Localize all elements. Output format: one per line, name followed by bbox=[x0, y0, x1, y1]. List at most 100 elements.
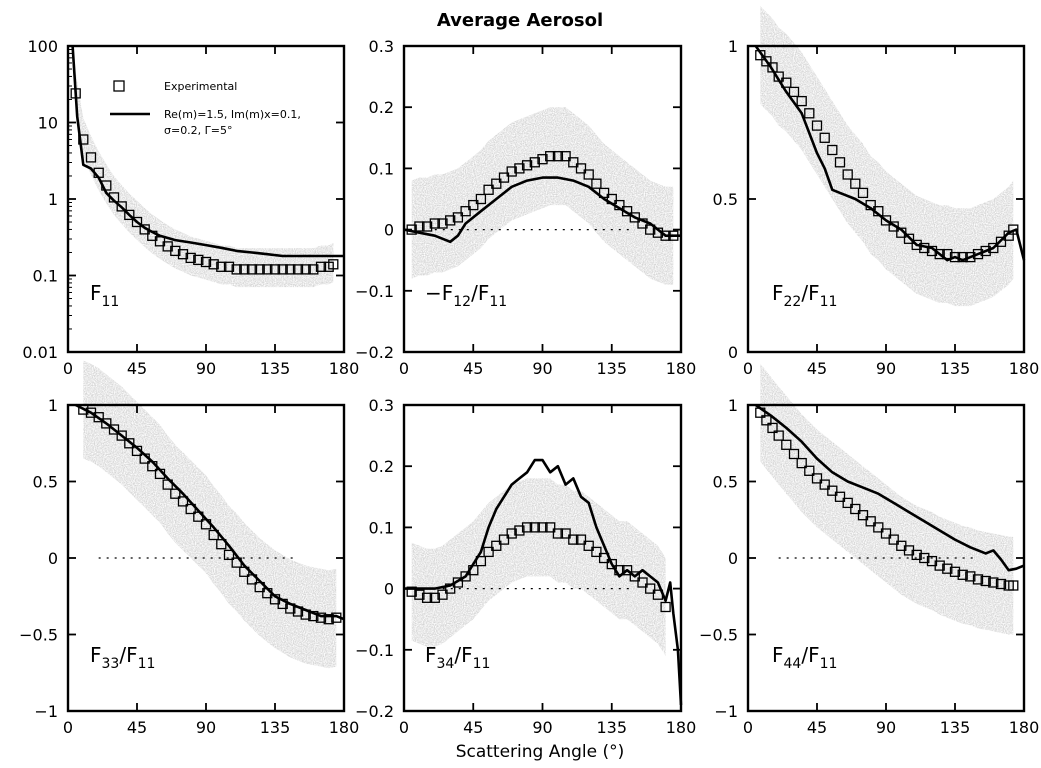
y-tick-label: 0 bbox=[728, 549, 738, 568]
data-point-experimental bbox=[842, 497, 853, 509]
legend-label-model-line2: σ=0.2, Γ=5° bbox=[164, 124, 233, 137]
data-point-experimental bbox=[880, 215, 892, 226]
y-tick-label: 0 bbox=[384, 221, 394, 240]
x-tick-label: 180 bbox=[666, 359, 697, 378]
data-point-experimental bbox=[246, 574, 258, 585]
x-axis-title: Scattering Angle (°) bbox=[456, 742, 625, 762]
data-point-experimental bbox=[560, 151, 571, 162]
data-point-experimental bbox=[873, 206, 884, 217]
data-point-experimental bbox=[131, 445, 143, 457]
data-point-experimental bbox=[629, 571, 640, 582]
data-point-experimental bbox=[781, 439, 792, 450]
data-point-experimental bbox=[761, 56, 772, 67]
data-point-experimental bbox=[139, 224, 150, 235]
y-tick-label: 0.1 bbox=[33, 267, 58, 286]
data-point-experimental bbox=[919, 552, 930, 564]
data-point-experimental bbox=[437, 218, 448, 229]
data-point-experimental bbox=[606, 558, 617, 570]
y-tick-label: 0.2 bbox=[369, 457, 394, 476]
data-point-experimental bbox=[637, 218, 648, 229]
data-point-experimental bbox=[262, 588, 273, 599]
measurement-band bbox=[411, 478, 666, 656]
data-point-experimental bbox=[614, 199, 625, 211]
x-tick-label: 0 bbox=[63, 718, 73, 737]
series-model-line bbox=[71, 45, 344, 258]
data-point-experimental bbox=[988, 242, 999, 254]
data-point-experimental bbox=[773, 71, 784, 82]
data-point-experimental bbox=[629, 212, 640, 223]
data-point-experimental bbox=[216, 261, 227, 272]
data-point-experimental bbox=[888, 221, 899, 232]
data-point-experimental bbox=[857, 510, 869, 521]
data-point-experimental bbox=[575, 163, 587, 174]
data-point-experimental bbox=[788, 86, 800, 98]
data-point-experimental bbox=[506, 166, 517, 177]
data-point-experimental bbox=[598, 552, 610, 564]
data-point-experimental bbox=[568, 534, 579, 545]
data-point-experimental bbox=[452, 577, 464, 588]
data-point-experimental bbox=[880, 528, 892, 539]
y-tick-label: 1 bbox=[48, 190, 58, 209]
data-point-experimental bbox=[277, 264, 288, 275]
data-point-experimental bbox=[529, 522, 540, 533]
data-point-experimental bbox=[254, 264, 265, 275]
x-tick-label: 0 bbox=[399, 359, 409, 378]
data-point-experimental bbox=[552, 528, 564, 539]
data-point-experimental bbox=[315, 261, 327, 272]
data-point-experimental bbox=[208, 529, 219, 541]
data-point-experimental bbox=[521, 160, 533, 171]
data-point-experimental bbox=[637, 577, 648, 588]
data-point-experimental bbox=[972, 574, 984, 585]
data-point-experimental bbox=[216, 539, 227, 550]
data-point-experimental bbox=[116, 430, 127, 441]
data-point-experimental bbox=[292, 606, 304, 617]
data-point-experimental bbox=[811, 473, 823, 484]
panel-label: F34/F11 bbox=[425, 643, 490, 672]
data-point-experimental bbox=[521, 522, 533, 533]
data-point-experimental bbox=[231, 264, 242, 275]
data-point-experimental bbox=[231, 557, 242, 568]
panel-label: F22/F11 bbox=[772, 281, 837, 310]
data-point-experimental bbox=[919, 242, 930, 254]
data-point-experimental bbox=[652, 227, 664, 238]
data-point-experimental bbox=[406, 586, 417, 597]
x-tick-label: 45 bbox=[127, 718, 147, 737]
data-point-experimental bbox=[545, 522, 556, 533]
data-point-experimental bbox=[193, 511, 204, 522]
data-point-experimental bbox=[177, 496, 189, 507]
panel-label: −F12/F11 bbox=[425, 281, 507, 310]
data-point-experimental bbox=[591, 546, 602, 558]
data-point-experimental bbox=[980, 575, 991, 587]
data-point-experimental bbox=[896, 227, 907, 238]
data-point-experimental bbox=[514, 525, 525, 536]
data-point-experimental bbox=[773, 430, 784, 441]
data-point-experimental bbox=[429, 218, 440, 229]
data-point-experimental bbox=[788, 448, 800, 460]
data-point-experimental bbox=[995, 236, 1007, 247]
data-point-experimental bbox=[483, 546, 494, 558]
data-point-experimental bbox=[491, 540, 502, 551]
data-point-experimental bbox=[514, 163, 525, 174]
x-tick-label: 90 bbox=[196, 359, 216, 378]
data-point-experimental bbox=[498, 172, 510, 183]
y-tick-label: 0 bbox=[728, 343, 738, 362]
x-tick-label: 45 bbox=[463, 718, 483, 737]
x-tick-label: 180 bbox=[1009, 718, 1040, 737]
data-point-experimental bbox=[154, 468, 166, 480]
data-point-experimental bbox=[292, 264, 304, 275]
data-point-experimental bbox=[177, 249, 189, 260]
data-point-experimental bbox=[331, 612, 342, 623]
data-point-experimental bbox=[560, 528, 571, 539]
data-point-experimental bbox=[414, 589, 425, 600]
data-point-experimental bbox=[421, 221, 433, 232]
series-model-line bbox=[754, 45, 1026, 262]
data-point-experimental bbox=[475, 555, 487, 567]
data-point-experimental bbox=[537, 522, 548, 533]
data-point-experimental bbox=[614, 565, 625, 576]
panel-4: 0 45 90 135 180 −1 −0.5 0 0.5 1 F33/F11 bbox=[19, 360, 360, 737]
data-point-experimental bbox=[124, 209, 135, 221]
y-tick-label: 0 bbox=[384, 580, 394, 599]
x-tick-label: 180 bbox=[329, 718, 360, 737]
data-point-experimental bbox=[131, 216, 143, 228]
